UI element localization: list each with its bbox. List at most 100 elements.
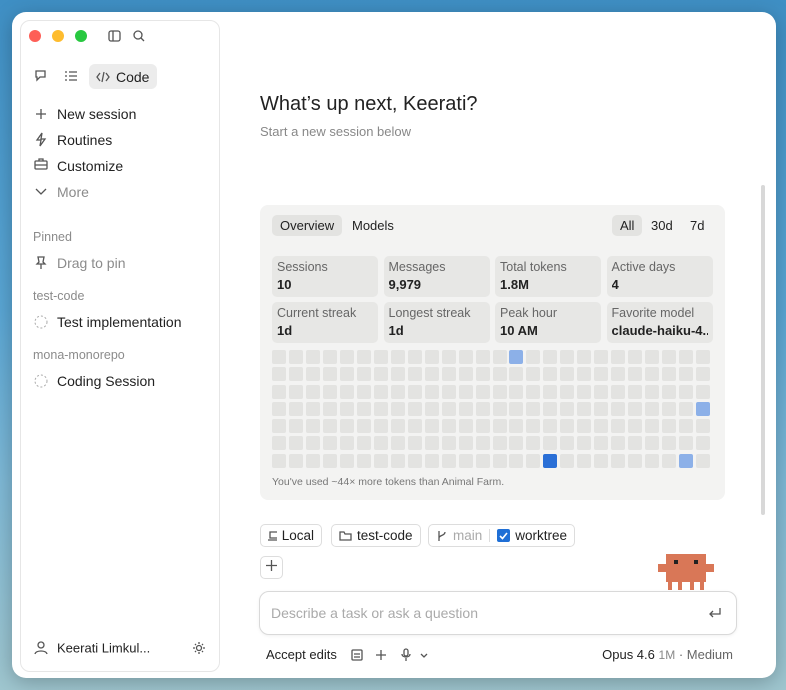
range[interactable]: 7d <box>690 218 705 233</box>
heatmap-cell <box>611 401 626 416</box>
nav-item[interactable]: More <box>57 184 89 200</box>
heatmap-cell <box>407 384 422 399</box>
heatmap-cell <box>356 453 371 468</box>
heatmap-cell <box>543 453 558 468</box>
heatmap-cell <box>305 436 320 451</box>
model-selector[interactable]: Opus 4.6 1M · Medium <box>602 647 733 662</box>
nav-item[interactable]: New session <box>57 106 137 122</box>
heatmap-cell <box>407 401 422 416</box>
heatmap-cell <box>594 436 609 451</box>
folder-chip[interactable]: test-code <box>331 524 421 547</box>
stat-label: Favorite model <box>611 306 695 320</box>
prompt-input[interactable]: Describe a task or ask a question <box>259 591 737 635</box>
pin-icon <box>35 256 47 269</box>
input-placeholder: Describe a task or ask a question <box>271 605 478 621</box>
heatmap-cell <box>577 384 592 399</box>
minimize[interactable] <box>52 30 64 42</box>
heatmap-cell <box>339 419 354 434</box>
heatmap-cell <box>305 384 320 399</box>
stat-label: Peak hour <box>500 306 557 320</box>
stat-value: 4 <box>611 277 619 292</box>
tab[interactable]: Overview <box>272 215 343 236</box>
nav-icons <box>34 109 48 195</box>
submit-icon[interactable] <box>708 607 722 619</box>
heatmap-cell <box>390 384 405 399</box>
heatmap-cell <box>577 401 592 416</box>
search[interactable] <box>133 30 143 40</box>
env-chip[interactable]: Local <box>260 524 322 547</box>
close[interactable] <box>29 30 41 42</box>
session-item[interactable]: Test implementation <box>57 314 182 330</box>
heatmap-cell <box>339 401 354 416</box>
attach[interactable] <box>351 649 363 661</box>
heatmap-cell <box>577 453 592 468</box>
tab[interactable]: Models <box>352 218 394 233</box>
page-title: What’s up next, Keerati? <box>260 93 478 115</box>
tasks-mode[interactable] <box>65 71 77 81</box>
heatmap-cell <box>509 384 524 399</box>
heatmap-cell <box>475 367 490 382</box>
heatmap-cell <box>424 453 439 468</box>
heatmap-cell <box>526 419 541 434</box>
nav-item[interactable]: Customize <box>57 158 124 174</box>
heatmap-cell <box>322 350 337 364</box>
heatmap-cell <box>441 436 456 451</box>
worktree-checkbox[interactable] <box>497 529 511 542</box>
heatmap-cell <box>424 436 439 451</box>
heatmap-cell <box>407 350 422 364</box>
add[interactable] <box>376 650 386 660</box>
range[interactable]: All <box>612 215 643 236</box>
user-name[interactable]: Keerati Limkul... <box>57 640 151 656</box>
heatmap-cell <box>373 436 388 451</box>
heatmap-cell <box>305 367 320 382</box>
heatmap-cell <box>272 384 286 399</box>
permission-mode[interactable]: Accept edits <box>266 647 337 662</box>
session-item[interactable]: Coding Session <box>57 373 156 389</box>
heatmap-cell <box>373 419 388 434</box>
heatmap-cell <box>526 401 541 416</box>
heatmap-cell <box>543 419 558 434</box>
group-heading: mona-monorepo <box>33 348 125 362</box>
folder-icon <box>339 530 352 541</box>
heatmap-cell <box>679 350 694 364</box>
range[interactable]: 30d <box>651 218 673 233</box>
branch-chip[interactable]: main worktree <box>428 524 575 547</box>
mic[interactable] <box>403 648 409 657</box>
branch-label: main <box>452 528 483 543</box>
theme-toggle[interactable] <box>192 641 206 655</box>
heatmap-cell <box>272 419 286 434</box>
add-button[interactable] <box>260 556 283 579</box>
heatmap-cell <box>441 419 456 434</box>
heatmap-cell <box>288 401 303 416</box>
heatmap-cell <box>560 453 575 468</box>
heatmap-cell <box>458 436 473 451</box>
heatmap-cell <box>339 453 354 468</box>
heatmap-cell <box>390 453 405 468</box>
worktree-label: worktree <box>515 528 567 543</box>
heatmap-cell <box>492 384 507 399</box>
sidebar-toggle[interactable] <box>108 30 121 42</box>
code-mode[interactable]: Code <box>89 64 157 89</box>
nav-item[interactable]: Routines <box>57 132 113 148</box>
stat-value: 10 AM <box>500 323 538 338</box>
stat-label: Total tokens <box>500 260 567 274</box>
heatmap-cell <box>662 367 677 382</box>
heatmap-cell <box>322 384 337 399</box>
heatmap-cell <box>594 367 609 382</box>
heatmap-cell <box>662 350 677 364</box>
heatmap-cell <box>543 350 558 364</box>
heatmap-cell <box>305 350 320 364</box>
chat-mode[interactable] <box>35 70 46 82</box>
heatmap-cell <box>356 350 371 364</box>
heatmap-cell <box>509 419 524 434</box>
stat-label: Sessions <box>277 260 328 274</box>
heatmap-cell <box>645 384 660 399</box>
heatmap-cell <box>611 350 626 364</box>
zoom[interactable] <box>75 30 87 42</box>
heatmap-cell <box>288 419 303 434</box>
heatmap-cell <box>475 401 490 416</box>
heatmap-cell <box>373 367 388 382</box>
heatmap-cell <box>305 419 320 434</box>
scrollbar[interactable] <box>761 185 765 515</box>
